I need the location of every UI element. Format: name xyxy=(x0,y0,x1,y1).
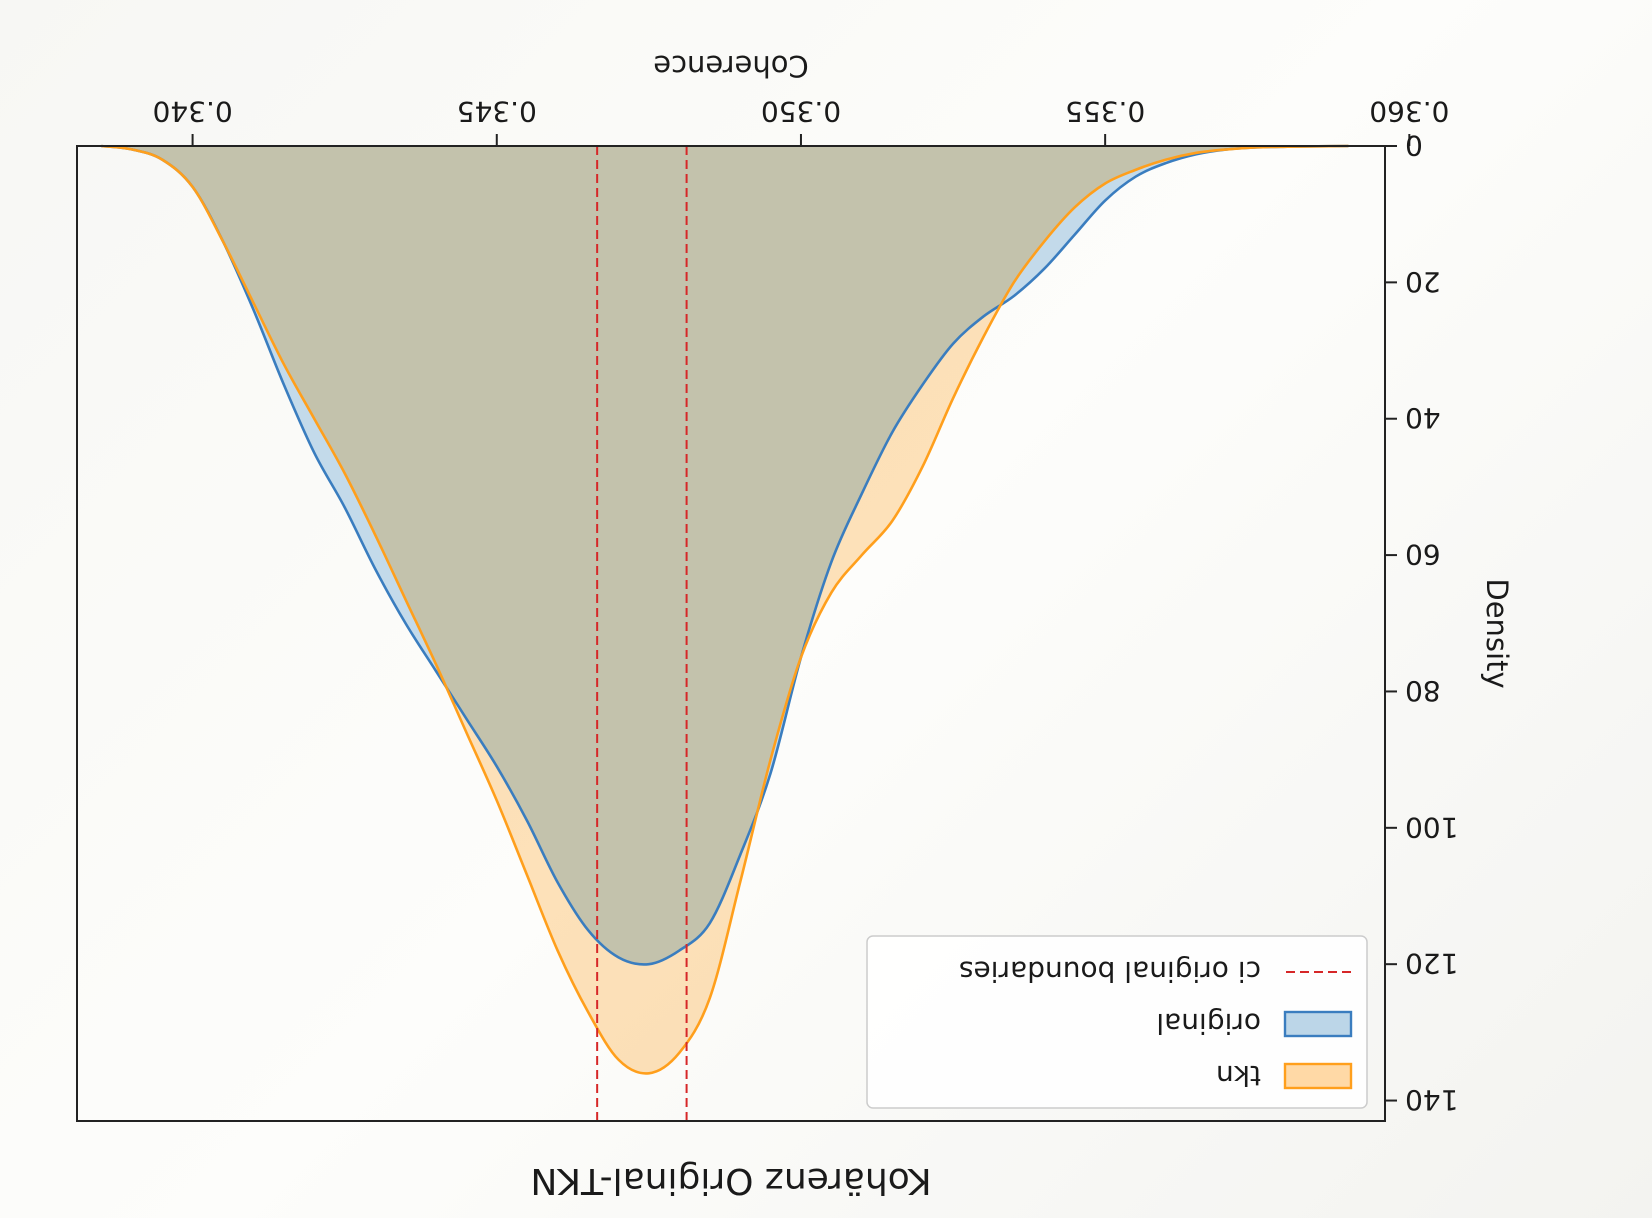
legend-swatch-tkn xyxy=(1283,1062,1353,1090)
line-original xyxy=(101,144,1349,966)
legend-swatch-original xyxy=(1283,1010,1353,1038)
y-tick-label: 40 xyxy=(1405,402,1441,435)
line-tkn xyxy=(101,144,1349,1075)
x-tick-label: 0.360 xyxy=(1369,95,1449,128)
y-tick-label: 20 xyxy=(1405,265,1441,298)
x-tick-label: 0.340 xyxy=(153,95,233,128)
y-tick-label: 60 xyxy=(1405,538,1441,571)
y-axis-label: Density xyxy=(1480,578,1514,688)
x-tick-label: 0.355 xyxy=(1065,95,1145,128)
legend-label: original xyxy=(1156,1007,1261,1040)
x-tick-label: 0.350 xyxy=(761,95,841,128)
y-tick-label: 140 xyxy=(1405,1084,1458,1117)
plot-frame xyxy=(76,145,1386,1122)
legend-label: tkn xyxy=(1216,1059,1261,1092)
x-axis-label: Coherence xyxy=(653,49,809,83)
y-tick-label: 100 xyxy=(1405,811,1458,844)
y-tick-label: 0 xyxy=(1405,129,1423,162)
chart-title: Kohärenz Original-TKN xyxy=(530,1160,931,1201)
y-tick-label: 80 xyxy=(1405,674,1441,707)
y-tick-label: 120 xyxy=(1405,947,1458,980)
legend-label: ci original boundaries xyxy=(959,955,1261,988)
legend-box xyxy=(866,935,1368,1109)
x-tick-label: 0.345 xyxy=(457,95,537,128)
legend: tkn original ci original boundaries xyxy=(866,935,1368,1109)
area-tkn xyxy=(101,146,1349,1074)
